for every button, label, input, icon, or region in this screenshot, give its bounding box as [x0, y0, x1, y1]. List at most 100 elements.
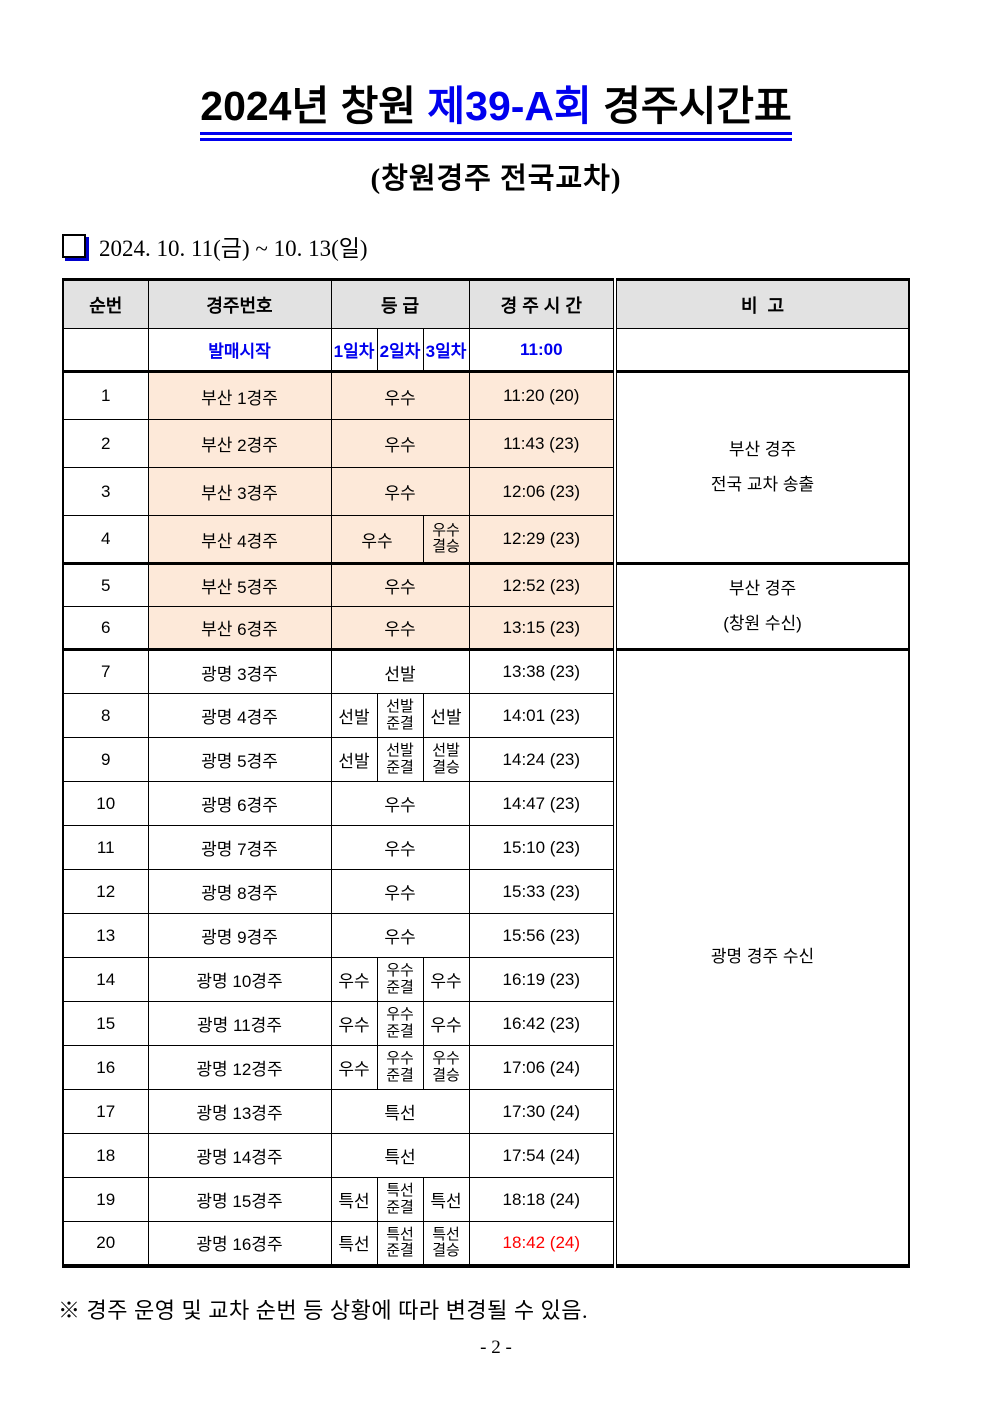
grade-cell: 선발 준결	[376, 737, 424, 782]
presale-no-cell	[62, 328, 149, 373]
page-number: - 2 -	[480, 1337, 512, 1358]
race-name: 부산 6경주	[147, 606, 332, 651]
row-no: 15	[62, 1001, 149, 1046]
table-row: 10 광명 6경주 우수 14:47 (23)	[62, 781, 909, 826]
row-no: 4	[62, 515, 149, 565]
race-time: 11:43 (23)	[468, 419, 616, 468]
race-name: 광명 10경주	[147, 957, 332, 1002]
presale-day1: 1일차	[330, 328, 378, 373]
grade-cell: 우수	[330, 467, 470, 516]
grade-cell: 우수	[330, 825, 470, 870]
race-name: 광명 12경주	[147, 1045, 332, 1090]
presale-note-cell	[613, 328, 910, 373]
grade-cell: 우수 결승	[422, 515, 470, 565]
presale-row: 발매시작 1일차 2일차 3일차 11:00	[62, 328, 910, 373]
grade-cell: 우수	[422, 1001, 470, 1046]
table-row: 9 광명 5경주 선발 선발 준결 선발 결승 14:24 (23)	[62, 737, 909, 782]
grade-cell: 선발 결승	[422, 737, 470, 782]
grade-cell: 특선	[330, 1133, 470, 1178]
race-time: 12:29 (23)	[468, 515, 616, 565]
race-name: 부산 3경주	[147, 467, 332, 516]
race-name: 부산 5경주	[147, 563, 332, 607]
title-prefix: 2024년 창원	[200, 83, 428, 129]
race-time: 17:54 (24)	[468, 1133, 616, 1178]
title-suffix: 경주시간표	[591, 83, 792, 129]
page-title: 2024년 창원 제39-A회 경주시간표	[200, 83, 792, 142]
grade-cell: 우수	[330, 869, 470, 914]
header-time: 경 주 시 간	[468, 279, 616, 329]
grade-cell: 우수 준결	[376, 1045, 424, 1090]
race-name: 광명 16경주	[147, 1221, 332, 1267]
date-range: 2024. 10. 11(금) ~ 10. 13(일)	[99, 236, 368, 261]
race-time: 16:19 (23)	[468, 957, 616, 1002]
row-no: 20	[62, 1221, 149, 1267]
race-time: 15:56 (23)	[468, 913, 616, 958]
header-race: 경주번호	[147, 279, 332, 329]
race-timetable: 순번 경주번호 등 급 경 주 시 간 비 고 발매시작 1일차 2일차 3일차…	[62, 278, 911, 1268]
date-line: 2024. 10. 11(금) ~ 10. 13(일)	[62, 229, 368, 263]
race-name: 광명 4경주	[147, 693, 332, 738]
header-no: 순번	[62, 279, 149, 329]
footnote: ※ 경주 운영 및 교차 순번 등 상황에 따라 변경될 수 있음.	[58, 1298, 589, 1323]
race-name: 광명 13경주	[147, 1089, 332, 1134]
race-name: 부산 2경주	[147, 419, 332, 468]
row-no: 8	[62, 693, 149, 738]
row-no: 10	[62, 781, 149, 826]
note-cell: 광명 경주 수신	[613, 649, 910, 1266]
header-note: 비 고	[613, 279, 910, 329]
table-row: 1 부산 1경주 우수 11:20 (20) 부산 경주 전국 교차 송출	[62, 371, 910, 565]
race-time: 17:06 (24)	[468, 1045, 616, 1090]
race-time: 16:42 (23)	[468, 1001, 616, 1046]
grade-cell: 우수 결승	[422, 1045, 470, 1090]
race-name: 광명 5경주	[147, 737, 332, 782]
race-name: 광명 15경주	[147, 1177, 332, 1222]
grade-cell: 특선	[330, 1089, 470, 1134]
row-no: 6	[62, 606, 149, 651]
race-time: 11:20 (20)	[468, 371, 616, 420]
table-row: 3 부산 3경주 우수 12:06 (23)	[62, 467, 909, 516]
race-time: 18:42 (24)	[468, 1221, 616, 1267]
header-row: 순번 경주번호 등 급 경 주 시 간 비 고	[62, 279, 910, 329]
table-row: 16 광명 12경주 우수 우수 준결 우수 결승 17:06 (24)	[62, 1045, 909, 1090]
row-no: 12	[62, 869, 149, 914]
note-cell: 부산 경주 전국 교차 송출	[613, 371, 910, 565]
grade-cell: 선발	[422, 693, 470, 738]
race-time: 17:30 (24)	[468, 1089, 616, 1134]
grade-cell: 우수	[330, 1045, 378, 1090]
header-grade: 등 급	[330, 279, 470, 329]
row-no: 3	[62, 467, 149, 516]
presale-time: 11:00	[468, 328, 616, 373]
race-name: 부산 1경주	[147, 371, 332, 420]
row-no: 18	[62, 1133, 149, 1178]
table-row: 4 부산 4경주 우수 우수 결승 12:29 (23)	[62, 515, 909, 565]
grade-cell: 우수	[330, 781, 470, 826]
grade-cell: 선발	[330, 737, 378, 782]
grade-cell: 우수	[422, 957, 470, 1002]
grade-cell: 우수	[330, 1001, 378, 1046]
race-time: 13:38 (23)	[468, 649, 616, 694]
table-row: 18 광명 14경주 특선 17:54 (24)	[62, 1133, 909, 1178]
presale-label: 발매시작	[147, 328, 332, 373]
grade-cell: 우수	[330, 419, 470, 468]
table-row: 17 광명 13경주 특선 17:30 (24)	[62, 1089, 909, 1134]
presale-day3: 3일차	[422, 328, 470, 373]
grade-cell: 특선	[330, 1177, 378, 1222]
race-name: 광명 14경주	[147, 1133, 332, 1178]
page-subtitle: (창원경주 전국교차)	[370, 163, 622, 196]
race-time: 13:15 (23)	[468, 606, 616, 651]
grade-cell: 특선	[330, 1221, 378, 1267]
row-no: 11	[62, 825, 149, 870]
grade-cell: 우수	[330, 913, 470, 958]
grade-cell: 우수 준결	[376, 957, 424, 1002]
race-time: 15:10 (23)	[468, 825, 616, 870]
race-name: 광명 9경주	[147, 913, 332, 958]
title-block: 2024년 창원 제39-A회 경주시간표 (창원경주 전국교차)	[0, 0, 992, 197]
table-row: 7 광명 3경주 선발 13:38 (23) 광명 경주 수신	[62, 649, 910, 1266]
race-time: 12:06 (23)	[468, 467, 616, 516]
table-row: 11 광명 7경주 우수 15:10 (23)	[62, 825, 909, 870]
table-row: 6 부산 6경주 우수 13:15 (23)	[62, 606, 909, 651]
row-no: 1	[62, 371, 149, 420]
table-row: 14 광명 10경주 우수 우수 준결 우수 16:19 (23)	[62, 957, 909, 1002]
note-cell: 부산 경주 (창원 수신)	[613, 563, 910, 651]
